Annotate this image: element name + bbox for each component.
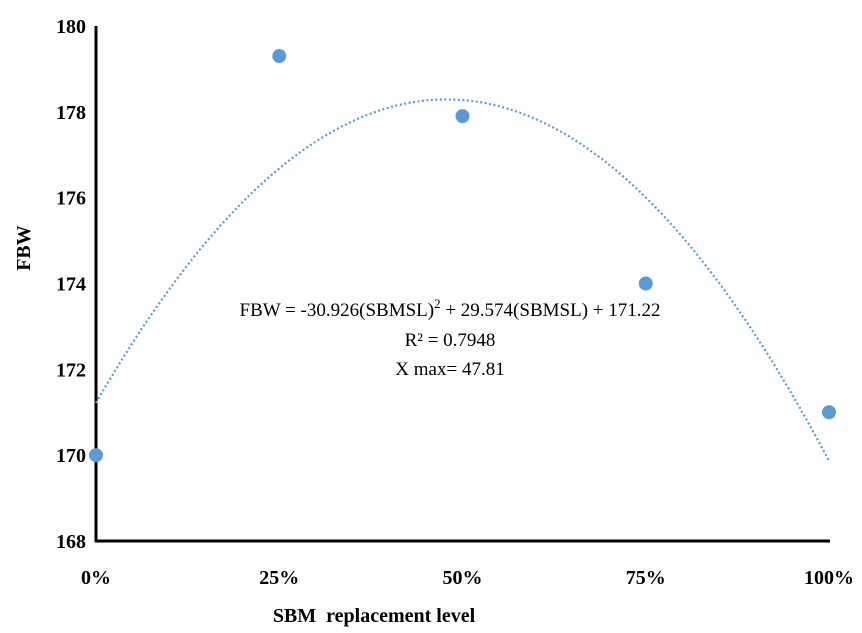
equation-rest: + 29.574(SBMSL) + 171.22 bbox=[441, 300, 661, 321]
data-point bbox=[89, 448, 103, 463]
y-tick-label: 180 bbox=[56, 16, 86, 38]
data-point bbox=[638, 276, 653, 291]
data-point bbox=[455, 109, 470, 124]
y-tick-label: 172 bbox=[56, 359, 86, 381]
y-tick-label: 170 bbox=[56, 445, 86, 467]
y-tick-label: 178 bbox=[56, 102, 86, 124]
x-max-label: X max= 47.81 bbox=[395, 359, 504, 380]
y-tick-labels: 168 170 172 174 176 178 180 bbox=[56, 16, 86, 553]
x-axis-title: SBM replacement level bbox=[273, 605, 476, 627]
x-tick-label: 25% bbox=[259, 567, 299, 589]
y-tick-label: 174 bbox=[56, 274, 86, 296]
data-point bbox=[272, 49, 287, 64]
y-axis-title: FBW bbox=[13, 225, 35, 271]
data-point bbox=[822, 405, 836, 420]
equation-superscript: 2 bbox=[434, 296, 441, 311]
x-tick-labels: 0% 25% 50% 75% 100% bbox=[81, 567, 854, 589]
x-tick-label: 75% bbox=[626, 567, 666, 589]
x-tick-label: 0% bbox=[81, 567, 111, 589]
y-tick-label: 168 bbox=[56, 531, 86, 553]
y-tick-label: 176 bbox=[56, 188, 86, 210]
r-squared-label: R² = 0.7948 bbox=[405, 330, 496, 351]
x-tick-label: 100% bbox=[804, 567, 854, 589]
trendline bbox=[95, 98, 830, 462]
data-points bbox=[89, 49, 836, 463]
x-tick-label: 50% bbox=[443, 567, 483, 589]
trendline-equation: FBW = -30.926(SBMSL)2 + 29.574(SBMSL) + … bbox=[240, 296, 661, 321]
